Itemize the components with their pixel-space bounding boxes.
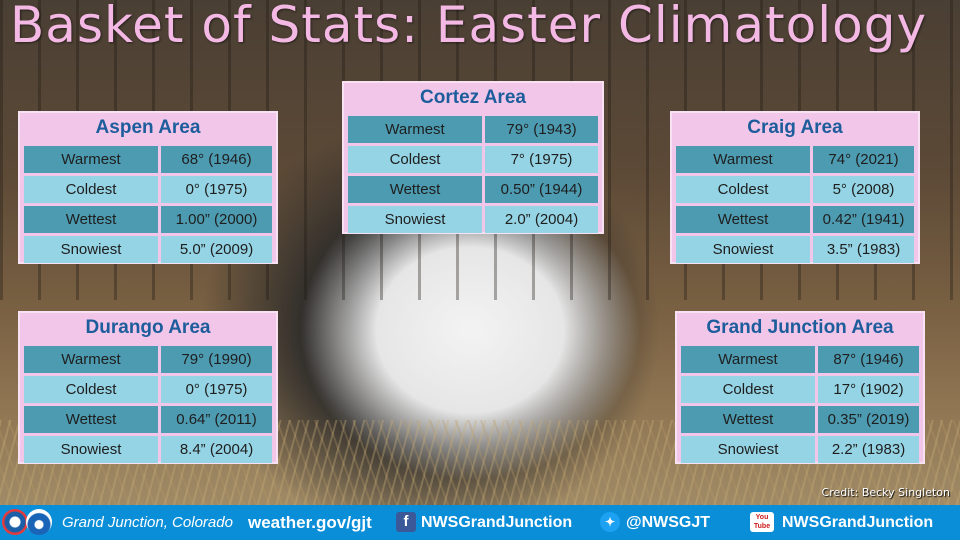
- photo-credit: Credit: Becky Singleton: [821, 486, 950, 499]
- table-row: Wettest 0.35” (2019): [681, 406, 919, 433]
- row-value: 2.0” (2004): [485, 206, 598, 233]
- row-value: 79° (1990): [161, 346, 272, 373]
- row-value: 87° (1946): [818, 346, 919, 373]
- noaa-logo-icon: [2, 509, 28, 535]
- table-row: Snowiest 3.5” (1983): [676, 236, 914, 263]
- row-value: 0.35” (2019): [818, 406, 919, 433]
- row-label: Coldest: [24, 176, 158, 203]
- table-row: Warmest 79° (1990): [24, 346, 272, 373]
- table-row: Coldest 5° (2008): [676, 176, 914, 203]
- table-row: Wettest 0.50” (1944): [348, 176, 598, 203]
- row-value: 0.42” (1941): [813, 206, 914, 233]
- table-row: Warmest 87° (1946): [681, 346, 919, 373]
- aspen-area-box: Aspen Area Warmest 68° (1946) Coldest 0° (…: [18, 111, 278, 264]
- footer-location: Grand Junction, Colorado: [62, 514, 233, 531]
- row-value: 2.2” (1983): [818, 436, 919, 463]
- row-value: 0° (1975): [161, 376, 272, 403]
- grand-junction-area-box: Grand Junction Area Warmest 87° (1946) Co…: [675, 311, 925, 464]
- area-title: Cortez Area: [420, 87, 526, 108]
- row-label: Snowiest: [681, 436, 815, 463]
- row-label: Coldest: [681, 376, 815, 403]
- youtube-icon[interactable]: You Tube: [750, 512, 774, 532]
- area-title: Aspen Area: [95, 117, 201, 138]
- row-value: 0° (1975): [161, 176, 272, 203]
- row-label: Wettest: [681, 406, 815, 433]
- row-value: 17° (1902): [818, 376, 919, 403]
- area-title: Durango Area: [85, 317, 211, 338]
- nws-logo-icon: [26, 509, 52, 535]
- table-row: Snowiest 2.2” (1983): [681, 436, 919, 463]
- row-value: 3.5” (1983): [813, 236, 914, 263]
- footer-facebook-link[interactable]: NWSGrandJunction: [421, 514, 573, 531]
- row-label: Warmest: [24, 346, 158, 373]
- page-title: Basket of Stats: Easter Climatology: [10, 0, 928, 54]
- row-label: Wettest: [676, 206, 810, 233]
- footer-bar: Grand Junction, Colorado weather.gov/gjt…: [0, 505, 960, 540]
- row-value: 74° (2021): [813, 146, 914, 173]
- row-label: Wettest: [24, 206, 158, 233]
- row-value: 68° (1946): [161, 146, 272, 173]
- row-label: Coldest: [676, 176, 810, 203]
- table-row: Snowiest 5.0” (2009): [24, 236, 272, 263]
- row-value: 0.64” (2011): [161, 406, 272, 433]
- table-row: Wettest 1.00” (2000): [24, 206, 272, 233]
- table-row: Coldest 0° (1975): [24, 176, 272, 203]
- row-label: Coldest: [348, 146, 482, 173]
- footer-website-link[interactable]: weather.gov/gjt: [248, 513, 372, 532]
- cortez-area-box: Cortez Area Warmest 79° (1943) Coldest 7° …: [342, 81, 604, 234]
- row-label: Coldest: [24, 376, 158, 403]
- row-label: Snowiest: [348, 206, 482, 233]
- table-row: Coldest 7° (1975): [348, 146, 598, 173]
- footer-twitter-link[interactable]: @NWSGJT: [626, 514, 711, 531]
- row-label: Snowiest: [676, 236, 810, 263]
- row-label: Snowiest: [24, 436, 158, 463]
- row-label: Warmest: [348, 116, 482, 143]
- table-row: Wettest 0.64” (2011): [24, 406, 272, 433]
- row-value: 5.0” (2009): [161, 236, 272, 263]
- twitter-icon[interactable]: ✦: [600, 512, 620, 532]
- row-label: Warmest: [676, 146, 810, 173]
- craig-area-box: Craig Area Warmest 74° (2021) Coldest 5° (…: [670, 111, 920, 264]
- table-row: Coldest 17° (1902): [681, 376, 919, 403]
- area-title: Grand Junction Area: [706, 317, 894, 338]
- row-value: 79° (1943): [485, 116, 598, 143]
- area-title: Craig Area: [747, 117, 843, 138]
- row-value: 0.50” (1944): [485, 176, 598, 203]
- row-value: 7° (1975): [485, 146, 598, 173]
- row-value: 1.00” (2000): [161, 206, 272, 233]
- table-row: Warmest 74° (2021): [676, 146, 914, 173]
- row-label: Snowiest: [24, 236, 158, 263]
- table-row: Coldest 0° (1975): [24, 376, 272, 403]
- table-row: Wettest 0.42” (1941): [676, 206, 914, 233]
- row-value: 8.4” (2004): [161, 436, 272, 463]
- footer-youtube-link[interactable]: NWSGrandJunction: [782, 514, 934, 531]
- durango-area-box: Durango Area Warmest 79° (1990) Coldest 0°…: [18, 311, 278, 464]
- row-label: Warmest: [681, 346, 815, 373]
- facebook-icon[interactable]: f: [396, 512, 416, 532]
- row-label: Wettest: [24, 406, 158, 433]
- table-row: Warmest 68° (1946): [24, 146, 272, 173]
- row-value: 5° (2008): [813, 176, 914, 203]
- table-row: Snowiest 8.4” (2004): [24, 436, 272, 463]
- row-label: Warmest: [24, 146, 158, 173]
- table-row: Snowiest 2.0” (2004): [348, 206, 598, 233]
- table-row: Warmest 79° (1943): [348, 116, 598, 143]
- row-label: Wettest: [348, 176, 482, 203]
